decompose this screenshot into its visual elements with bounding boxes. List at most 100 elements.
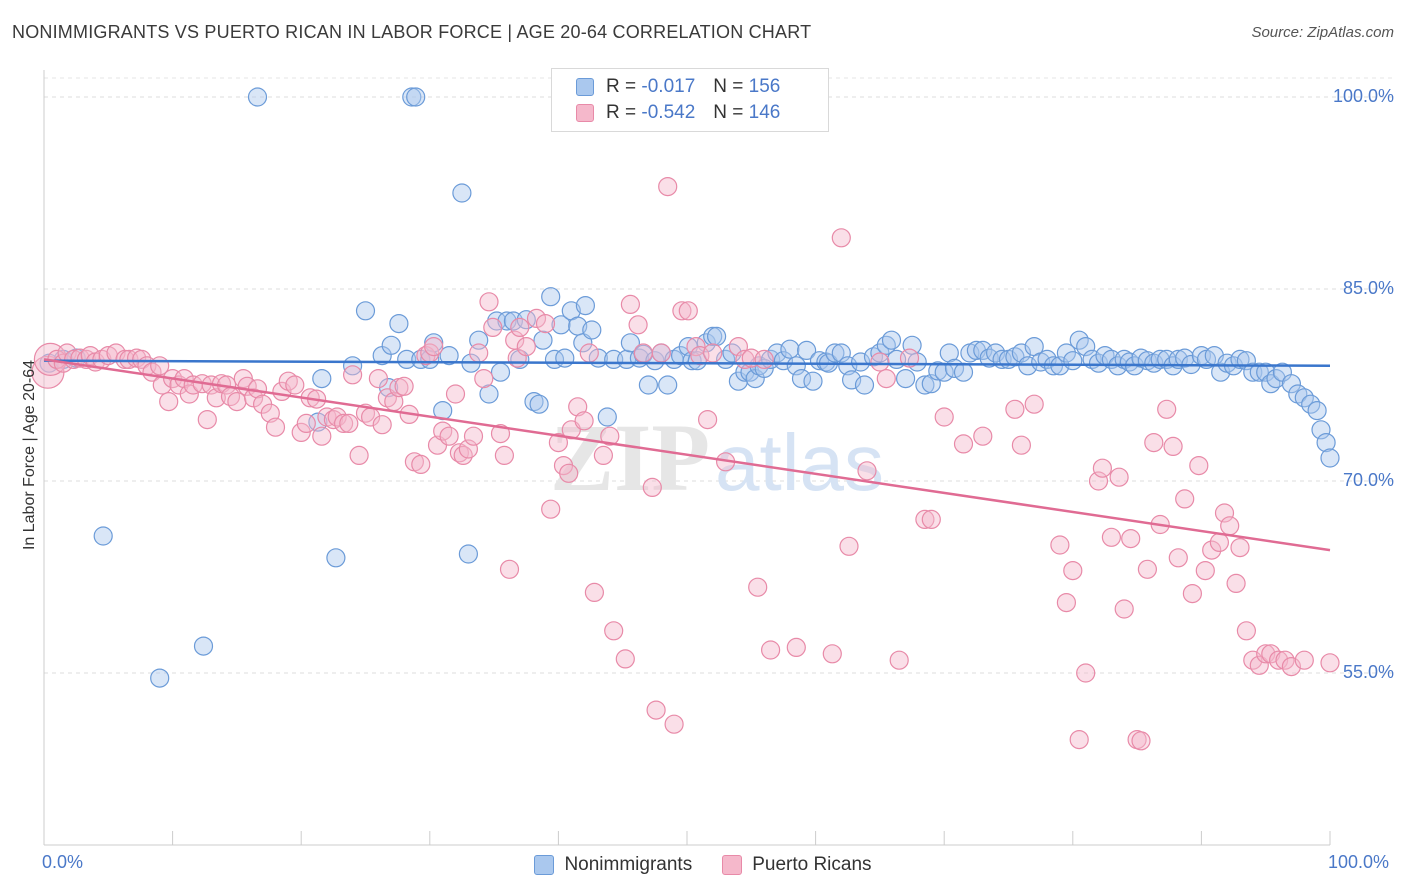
point-puerto-ricans-167 (1195, 560, 1215, 581)
point-nonimmigrants-99 (915, 375, 935, 395)
point-nonimmigrants-34 (516, 310, 536, 330)
point-puerto-ricans-129 (822, 644, 842, 664)
point-puerto-ricans-108 (642, 477, 662, 497)
scatter-points (31, 87, 1340, 751)
point-puerto-ricans-146 (1056, 592, 1077, 613)
point-nonimmigrants-18 (406, 87, 426, 107)
point-nonimmigrants-14 (381, 335, 401, 355)
point-puerto-ricans-34 (227, 392, 247, 412)
y-tick-label: 85.0% (1342, 278, 1394, 298)
point-puerto-ricans-83 (490, 424, 511, 444)
point-puerto-ricans-82 (483, 317, 503, 337)
legend-item-nonimmigrants[interactable]: Nonimmigrants (534, 854, 692, 876)
point-puerto-ricans-182 (1294, 650, 1314, 670)
point-puerto-ricans-80 (474, 369, 494, 389)
point-nonimmigrants-51 (620, 333, 641, 353)
point-nonimmigrants-101 (928, 361, 948, 381)
point-puerto-ricans-117 (697, 410, 718, 430)
point-puerto-ricans-76 (453, 445, 473, 465)
point-puerto-ricans-89 (516, 337, 536, 357)
point-puerto-ricans-81 (479, 292, 499, 312)
point-puerto-ricans-161 (1157, 399, 1177, 419)
point-nonimmigrants-156 (1281, 374, 1302, 394)
point-puerto-ricans-28 (197, 410, 217, 430)
point-puerto-ricans-145 (1050, 535, 1070, 555)
point-puerto-ricans-59 (368, 369, 388, 389)
point-nonimmigrants-148 (1230, 349, 1250, 369)
point-nonimmigrants-23 (439, 346, 459, 366)
point-puerto-ricans-70 (424, 337, 444, 357)
point-puerto-ricans-155 (1121, 528, 1141, 549)
point-puerto-ricans-147 (1063, 560, 1083, 581)
y-axis-label: In Labor Force | Age 20-64 (21, 359, 38, 551)
point-puerto-ricans-64 (394, 376, 414, 396)
point-puerto-ricans-104 (615, 649, 635, 669)
point-puerto-ricans-55 (343, 365, 363, 385)
watermark: ZIP atlas (550, 404, 884, 511)
point-puerto-ricans-77 (458, 439, 478, 459)
r-label: R = (606, 102, 637, 123)
point-puerto-ricans-127 (786, 637, 806, 658)
point-puerto-ricans-162 (1163, 436, 1183, 456)
point-puerto-ricans-139 (934, 407, 954, 427)
point-puerto-ricans-123 (748, 577, 768, 597)
legend-swatch-nonimmigrants (534, 855, 555, 875)
point-nonimmigrants-6 (247, 87, 268, 107)
point-nonimmigrants-72 (749, 356, 769, 376)
point-puerto-ricans-99 (579, 343, 599, 363)
point-puerto-ricans-153 (1109, 467, 1129, 487)
point-puerto-ricans-176 (1249, 655, 1269, 675)
trend-lines (43, 358, 1331, 552)
point-puerto-ricans-141 (973, 426, 993, 446)
point-nonimmigrants-160 (1307, 401, 1327, 421)
point-nonimmigrants-54 (638, 375, 659, 395)
point-nonimmigrants-85 (825, 343, 845, 363)
point-puerto-ricans-151 (1092, 458, 1113, 478)
point-nonimmigrants-105 (953, 362, 974, 382)
point-nonimmigrants-163 (1320, 448, 1340, 468)
point-nonimmigrants-37 (533, 330, 553, 350)
point-puerto-ricans-56 (349, 445, 369, 465)
point-puerto-ricans-30 (206, 388, 226, 408)
point-puerto-ricans-46 (296, 413, 316, 433)
y-tick-label: 55.0% (1342, 662, 1394, 682)
point-puerto-ricans-165 (1182, 583, 1203, 604)
point-puerto-ricans-72 (433, 421, 453, 441)
point-puerto-ricans-107 (633, 343, 653, 363)
point-nonimmigrants-78 (786, 356, 806, 376)
point-nonimmigrants-16 (397, 349, 417, 369)
point-nonimmigrants-79 (791, 369, 812, 389)
point-puerto-ricans-183 (1320, 653, 1340, 673)
point-puerto-ricans-171 (1220, 516, 1240, 536)
point-nonimmigrants-161 (1311, 420, 1331, 440)
point-puerto-ricans-134 (876, 369, 896, 389)
point-nonimmigrants-24 (452, 183, 472, 203)
y-tick-label: 100.0% (1332, 86, 1394, 106)
point-puerto-ricans-78 (463, 426, 484, 446)
point-nonimmigrants-40 (551, 315, 571, 335)
point-puerto-ricans-41 (265, 417, 286, 437)
y-tick-label: 70.0% (1342, 470, 1394, 490)
point-puerto-ricans-169 (1209, 532, 1230, 553)
point-puerto-ricans-84 (494, 445, 514, 465)
trend-line-nonimmigrants (43, 359, 1331, 368)
swatch-nonimmigrants (576, 78, 594, 96)
point-nonimmigrants-25 (458, 544, 478, 564)
point-puerto-ricans-67 (411, 454, 431, 474)
point-puerto-ricans-144 (1024, 394, 1044, 414)
legend-item-puerto-ricans[interactable]: Puerto Ricans (722, 854, 872, 876)
point-puerto-ricans-136 (899, 348, 920, 368)
point-puerto-ricans-135 (889, 650, 909, 670)
point-puerto-ricans-103 (604, 621, 624, 641)
point-nonimmigrants-152 (1256, 362, 1276, 382)
point-puerto-ricans-101 (593, 445, 614, 465)
point-puerto-ricans-149 (1076, 663, 1096, 683)
point-puerto-ricans-173 (1230, 537, 1250, 558)
x-tick-label-end: 100.0% (1328, 852, 1390, 872)
point-puerto-ricans-105 (620, 294, 641, 314)
point-puerto-ricans-92 (541, 499, 561, 519)
point-nonimmigrants-122 (1063, 351, 1083, 371)
stats-row-nonimmigrants: R = -0.017 N = 156 (576, 75, 780, 99)
point-puerto-ricans-21 (159, 392, 179, 412)
point-puerto-ricans-137 (915, 509, 935, 530)
